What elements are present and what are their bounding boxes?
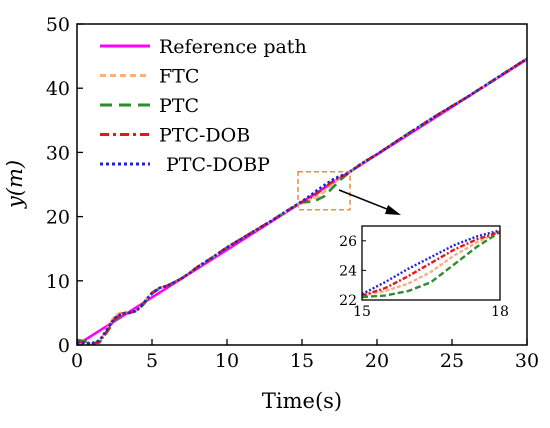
x-axis-label: Time(s) — [262, 389, 342, 413]
legend-label-ptc: PTC — [159, 95, 199, 117]
inset-line-ptc-dobp — [361, 229, 501, 296]
inset-x-tick-label: 18 — [491, 304, 509, 320]
zoom-arrow-line — [338, 189, 393, 212]
inset-zoom: 15 18 22 24 26 — [339, 225, 509, 320]
legend-label-ptc-dob: PTC-DOB — [159, 125, 250, 147]
main-series-group — [76, 57, 528, 347]
legend-label-ftc: FTC — [159, 66, 199, 88]
y-tick-label: 50 — [46, 14, 70, 36]
main-axis-ticks: 0 5 10 15 20 25 30 0 10 20 30 40 50 — [46, 14, 539, 372]
inset-y-tick-label: 24 — [339, 263, 357, 279]
x-tick-label: 10 — [215, 350, 239, 372]
y-tick-label: 10 — [46, 271, 70, 293]
series-line-ptc-dobp — [76, 57, 528, 345]
inset-axis-ticks: 15 18 22 24 26 — [339, 234, 509, 320]
inset-line-ptc-dob — [361, 230, 501, 297]
legend-label-ptc-dobp: PTC-DOBP — [166, 154, 270, 176]
inset-series-group — [361, 229, 501, 299]
zoom-arrow-head — [385, 205, 401, 215]
inset-y-tick-label: 26 — [339, 234, 357, 250]
x-tick-label: 25 — [440, 350, 464, 372]
y-tick-label: 20 — [46, 207, 70, 229]
legend: Reference path FTC PTC PTC-DOB PTC-DOBP — [100, 36, 307, 176]
legend-label-reference-path: Reference path — [159, 36, 307, 58]
inset-line-ptc — [361, 230, 501, 299]
series-line-ptc-dob — [76, 57, 528, 346]
inset-x-tick-label: 15 — [353, 304, 371, 320]
inset-frame — [361, 225, 501, 301]
series-line-ftc — [76, 57, 528, 346]
y-tick-label: 30 — [46, 142, 70, 164]
x-tick-label: 15 — [290, 350, 314, 372]
inset-background — [362, 226, 500, 300]
x-tick-label: 5 — [146, 350, 158, 372]
inset-line-ftc — [361, 230, 501, 297]
zoom-box — [297, 170, 351, 211]
x-tick-label: 20 — [365, 350, 389, 372]
y-tick-label: 0 — [58, 335, 70, 357]
y-tick-label: 40 — [46, 78, 70, 100]
y-axis-label: y(m) — [3, 160, 27, 209]
inset-y-tick-label: 22 — [339, 293, 357, 309]
x-tick-label: 0 — [71, 350, 83, 372]
x-tick-label: 30 — [515, 350, 539, 372]
